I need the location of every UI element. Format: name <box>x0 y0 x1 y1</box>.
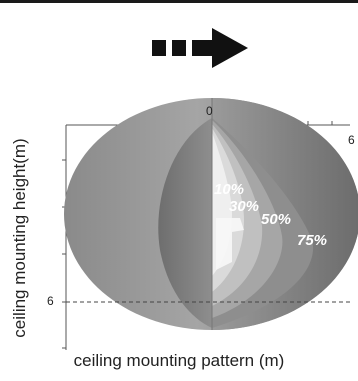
y-tick-6: 6 <box>47 294 54 308</box>
x-tick-6: 6 <box>348 133 355 147</box>
zone-label-75: 75% <box>297 232 327 249</box>
x-axis-label: ceiling mounting pattern (m) <box>0 351 358 371</box>
y-axis-label: ceiling mounting height(m) <box>10 138 30 337</box>
zone-label-30: 30% <box>229 198 259 215</box>
x-tick-0: 0 <box>206 104 213 118</box>
zone-label-50: 50% <box>261 211 291 228</box>
zone-label-10: 10% <box>214 181 244 198</box>
